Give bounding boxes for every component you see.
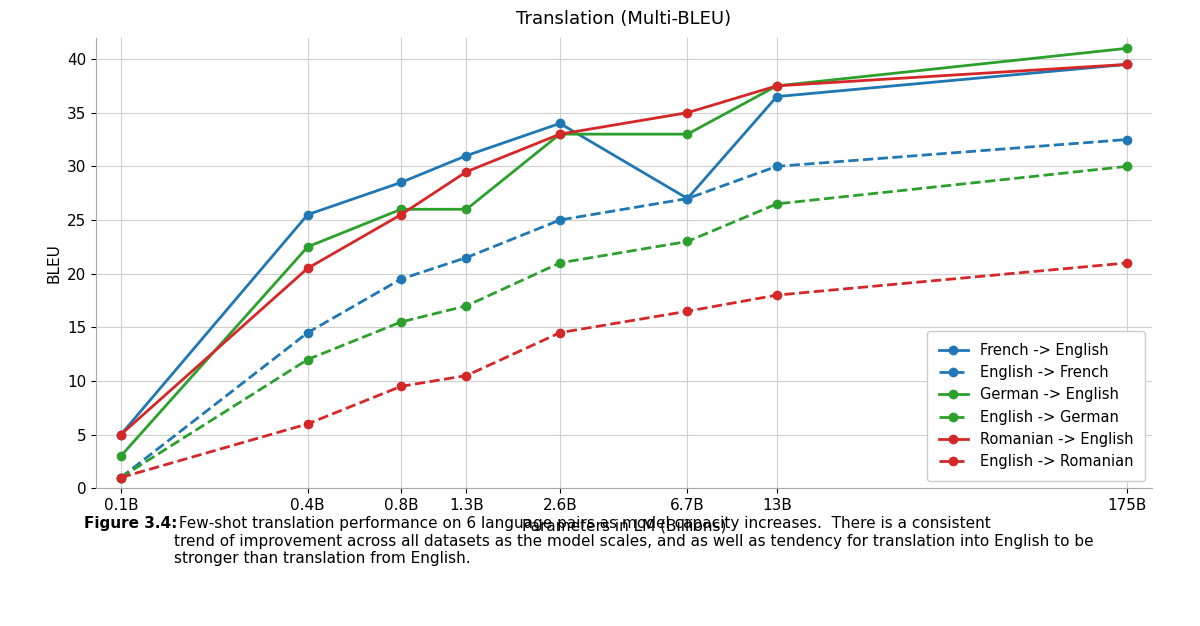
- German -> English: [1120, 44, 1134, 52]
- Text: Few-shot translation performance on 6 language pairs as model capacity increases: Few-shot translation performance on 6 la…: [84, 516, 1003, 567]
- German -> English: [460, 205, 474, 213]
- English -> Romanian: [1120, 259, 1134, 267]
- German -> English: [114, 453, 128, 460]
- German -> English: [300, 243, 314, 250]
- Romanian -> English: [1120, 61, 1134, 68]
- English -> Romanian: [460, 372, 474, 379]
- English -> German: [769, 200, 784, 208]
- English -> French: [553, 216, 568, 223]
- English -> Romanian: [114, 474, 128, 481]
- English -> German: [680, 238, 695, 245]
- English -> French: [394, 275, 408, 283]
- French -> English: [394, 178, 408, 186]
- Romanian -> English: [460, 168, 474, 175]
- Line: English -> Romanian: English -> Romanian: [116, 259, 1132, 482]
- English -> Romanian: [553, 329, 568, 336]
- Text: Figure 3.4:: Figure 3.4:: [84, 516, 178, 531]
- Romanian -> English: [680, 109, 695, 116]
- English -> French: [1120, 136, 1134, 143]
- English -> German: [1120, 163, 1134, 170]
- English -> German: [394, 318, 408, 326]
- English -> French: [460, 254, 474, 261]
- English -> French: [680, 195, 695, 202]
- Romanian -> English: [769, 82, 784, 90]
- Line: English -> French: English -> French: [116, 135, 1132, 482]
- Line: Romanian -> English: Romanian -> English: [116, 60, 1132, 439]
- Line: English -> German: English -> German: [116, 162, 1132, 482]
- English -> French: [300, 329, 314, 336]
- Text: Few-shot translation performance on 6 language pairs as model capacity increases: Few-shot translation performance on 6 la…: [174, 516, 1093, 567]
- German -> English: [769, 82, 784, 90]
- German -> English: [680, 130, 695, 138]
- Romanian -> English: [114, 431, 128, 438]
- French -> English: [114, 431, 128, 438]
- French -> English: [553, 120, 568, 127]
- Text: Figure 3.4: Few-shot translation performance on 6 language pairs as model capaci: Figure 3.4: Few-shot translation perform…: [84, 516, 1003, 567]
- English -> German: [300, 356, 314, 363]
- Line: French -> English: French -> English: [116, 60, 1132, 439]
- French -> English: [680, 195, 695, 202]
- Line: German -> English: German -> English: [116, 44, 1132, 460]
- French -> English: [460, 152, 474, 160]
- English -> Romanian: [394, 382, 408, 390]
- English -> German: [553, 259, 568, 267]
- Y-axis label: BLEU: BLEU: [47, 243, 61, 283]
- English -> German: [114, 474, 128, 481]
- X-axis label: Parameters in LM (Billions): Parameters in LM (Billions): [522, 518, 726, 533]
- English -> French: [769, 163, 784, 170]
- Romanian -> English: [394, 211, 408, 218]
- English -> Romanian: [769, 291, 784, 299]
- French -> English: [1120, 61, 1134, 68]
- Romanian -> English: [553, 130, 568, 138]
- English -> German: [460, 302, 474, 310]
- English -> French: [114, 474, 128, 481]
- Romanian -> English: [300, 265, 314, 272]
- German -> English: [553, 130, 568, 138]
- French -> English: [300, 211, 314, 218]
- English -> Romanian: [680, 307, 695, 315]
- Legend: French -> English, English -> French, German -> English, English -> German, Roma: French -> English, English -> French, Ge…: [928, 331, 1145, 481]
- Title: Translation (Multi-BLEU): Translation (Multi-BLEU): [516, 9, 732, 28]
- German -> English: [394, 205, 408, 213]
- French -> English: [769, 93, 784, 100]
- English -> Romanian: [300, 420, 314, 428]
